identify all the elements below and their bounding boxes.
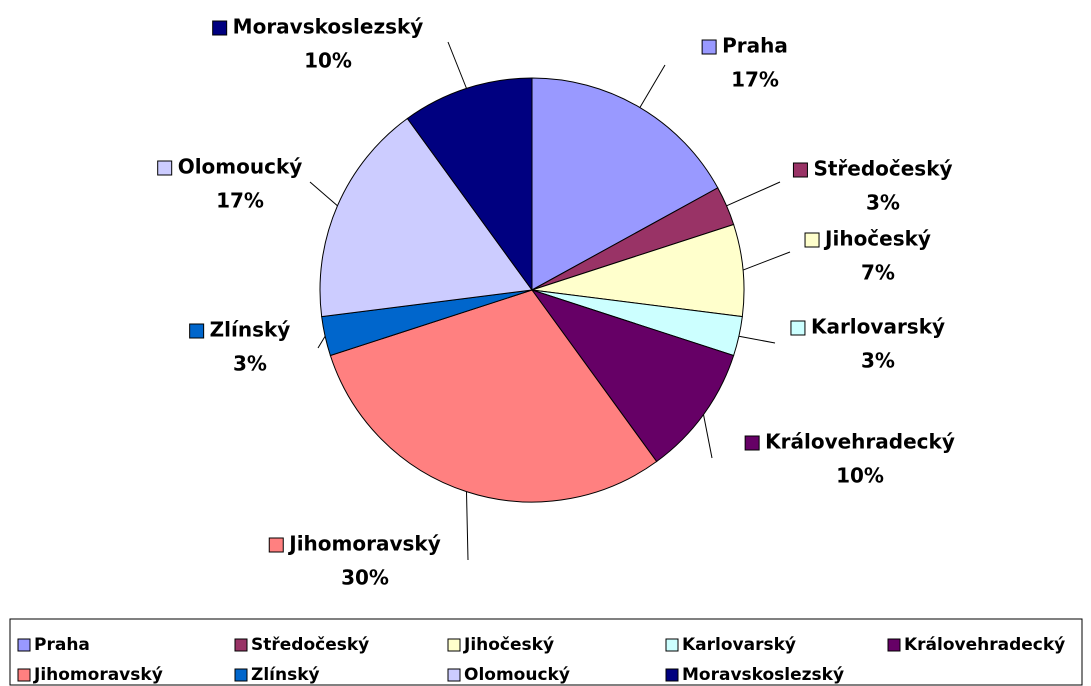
legend-label: Středočeský <box>251 635 369 655</box>
leader-line <box>639 64 666 108</box>
label-swatch <box>804 232 820 248</box>
leader-line <box>738 335 776 344</box>
leader-line <box>726 181 781 207</box>
legend-swatch <box>17 668 31 682</box>
pie-slice <box>531 77 719 291</box>
legend-swatch <box>447 668 461 682</box>
leader-line <box>703 414 713 459</box>
legend-swatch <box>887 638 901 652</box>
pie-slice <box>406 77 533 292</box>
legend-swatch <box>665 638 679 652</box>
label-swatch <box>189 323 205 339</box>
legend-swatch <box>447 638 461 652</box>
leader-line <box>447 41 467 89</box>
leader-line <box>317 335 326 349</box>
slice-label: Středočeský <box>813 157 952 181</box>
leader-line <box>742 251 791 271</box>
pie-slice <box>530 289 735 463</box>
legend-label: Praha <box>34 635 90 655</box>
slice-value-label: 10% <box>304 49 352 73</box>
label-swatch <box>212 20 228 36</box>
legend-label: Olomoucký <box>464 665 570 685</box>
slice-value-label: 30% <box>341 566 389 590</box>
slice-value-label: 10% <box>836 464 884 488</box>
slice-label: Jihočeský <box>823 227 931 251</box>
slice-label: Praha <box>722 34 788 58</box>
legend-label: Jihomoravský <box>33 665 163 685</box>
legend-swatch <box>234 668 248 682</box>
legend-box <box>9 618 1083 686</box>
leader-line <box>309 181 338 207</box>
label-swatch <box>268 537 284 553</box>
legend-label: Jihočeský <box>463 635 554 655</box>
label-swatch <box>790 320 806 336</box>
slice-label: Moravskoslezský <box>233 15 424 39</box>
legend-swatch <box>234 638 248 652</box>
label-swatch <box>701 39 717 55</box>
slice-value-label: 17% <box>216 189 264 213</box>
legend-label: Moravskoslezský <box>682 665 844 685</box>
slice-label: Olomoucký <box>178 155 303 179</box>
label-swatch <box>792 162 808 178</box>
legend-label: Karlovarský <box>682 635 796 655</box>
slice-label: Karlovarský <box>811 315 945 339</box>
legend-swatch <box>665 668 679 682</box>
slice-label: Královehradecký <box>765 430 955 454</box>
label-swatch <box>744 435 760 451</box>
slice-label: Jihomoravský <box>287 532 441 556</box>
slice-label: Zlínský <box>210 318 291 342</box>
label-swatch <box>157 160 173 176</box>
slice-value-label: 3% <box>866 191 900 215</box>
slice-value-label: 17% <box>731 68 779 92</box>
legend-swatch <box>17 638 31 652</box>
pie-slice <box>329 289 658 503</box>
leader-line <box>465 491 469 561</box>
legend-label: Královehradecký <box>904 635 1065 655</box>
slice-value-label: 3% <box>861 349 895 373</box>
slice-value-label: 3% <box>233 352 267 376</box>
slice-value-label: 7% <box>861 261 895 285</box>
legend-label: Zlínský <box>251 665 320 685</box>
pie-slice <box>319 117 533 318</box>
